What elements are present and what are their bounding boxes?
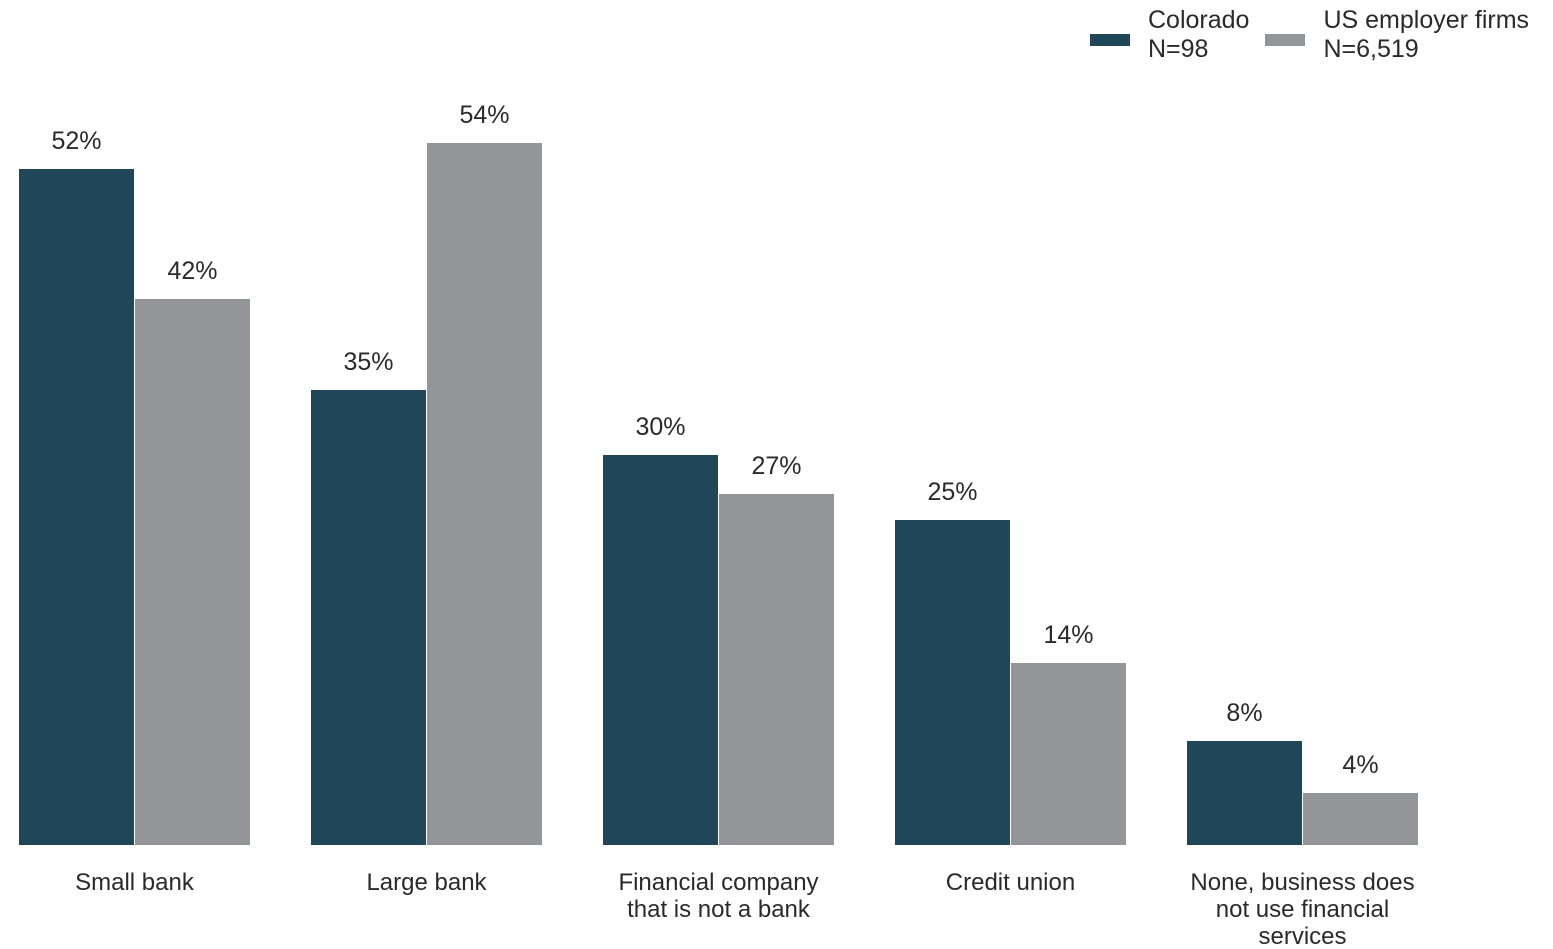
legend-swatch-us-employer-firms [1265, 34, 1306, 46]
legend-item-us-employer-firms: US employer firms N=6,519 [1265, 6, 1529, 64]
legend-label-us-employer-firms: US employer firms [1323, 6, 1530, 34]
bar-colorado-large-bank [311, 390, 426, 845]
bar-us-employer-firms-credit-union [1011, 663, 1126, 845]
data-label-us-employer-firms-financial-company-that-is-not-a-bank: 27% [751, 452, 801, 480]
data-label-colorado-none-business-does-not-use-financial-services: 8% [1226, 699, 1262, 727]
data-label-colorado-large-bank: 35% [343, 348, 393, 376]
legend-item-colorado: Colorado N=98 [1090, 6, 1249, 64]
legend-label-colorado: Colorado [1148, 6, 1250, 34]
legend-swatch-colorado [1090, 34, 1130, 46]
bar-colorado-none-business-does-not-use-financial-services [1187, 741, 1302, 845]
data-label-us-employer-firms-small-bank: 42% [167, 257, 217, 285]
bar-us-employer-firms-financial-company-that-is-not-a-bank [719, 494, 834, 845]
bar-us-employer-firms-none-business-does-not-use-financial-services [1303, 793, 1418, 845]
category-label-credit-union: Credit union [946, 869, 1075, 896]
data-label-colorado-credit-union: 25% [927, 478, 977, 506]
data-label-us-employer-firms-large-bank: 54% [459, 101, 509, 129]
data-label-colorado-small-bank: 52% [51, 127, 101, 155]
category-label-none-business-does-not-use-financial-services: None, business does not use financial serv… [1190, 869, 1414, 949]
chart-legend: Colorado N=98 US employer firms N=6,519 [1090, 6, 1529, 64]
legend-sublabel-us-employer-firms: N=6,519 [1323, 35, 1419, 63]
data-label-us-employer-firms-none-business-does-not-use-financial-services: 4% [1342, 751, 1378, 779]
data-label-us-employer-firms-credit-union: 14% [1043, 621, 1093, 649]
bar-us-employer-firms-small-bank [135, 299, 250, 845]
bar-us-employer-firms-large-bank [427, 143, 542, 845]
category-label-small-bank: Small bank [75, 869, 195, 896]
legend-sublabel-colorado: N=98 [1148, 35, 1209, 63]
bar-colorado-small-bank [19, 169, 134, 845]
category-label-financial-company-that-is-not-a-bank: Financial company that is not a bank [618, 869, 818, 923]
bar-colorado-financial-company-that-is-not-a-bank [603, 455, 718, 845]
data-label-colorado-financial-company-that-is-not-a-bank: 30% [635, 413, 685, 441]
category-label-large-bank: Large bank [366, 869, 487, 896]
bar-colorado-credit-union [895, 520, 1010, 845]
